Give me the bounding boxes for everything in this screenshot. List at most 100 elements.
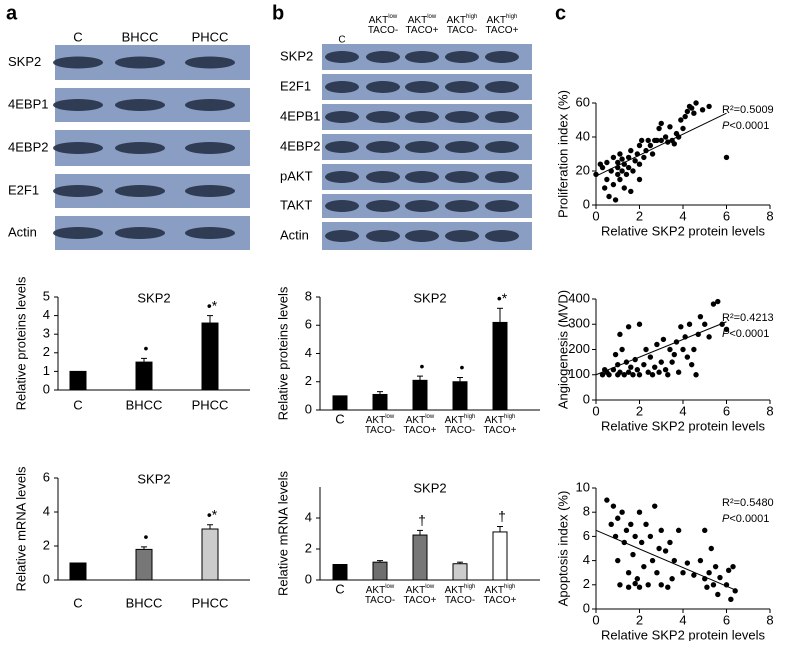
label-part: AKT: [406, 585, 425, 596]
label-part: TACO-: [445, 595, 475, 606]
data-point: [634, 576, 641, 582]
x-axis-title: Relative SKP2 protein levels: [601, 418, 766, 433]
fit-line: [595, 321, 727, 376]
data-point: [625, 584, 632, 590]
y-tick-label: 4: [305, 345, 312, 360]
y-tick-label: 4: [43, 503, 50, 518]
data-point: [630, 372, 636, 378]
label-part: AKT: [369, 15, 388, 26]
y-tick-label: 2: [43, 344, 50, 359]
data-point: [671, 557, 677, 564]
blot-band: [445, 200, 479, 212]
blot-band: [485, 141, 519, 153]
data-point: [632, 580, 638, 587]
data-point: [617, 151, 623, 157]
data-point: [612, 197, 619, 203]
x-tick-label: BHCC: [126, 397, 163, 412]
blot-band: [485, 81, 519, 93]
data-point: [617, 176, 623, 183]
y-axis-title: Relative proteins levels: [13, 276, 28, 410]
y-tick-label: 60: [576, 94, 590, 109]
data-point: [597, 161, 604, 167]
data-point: [686, 321, 693, 327]
data-point: [645, 582, 651, 588]
data-point: [658, 359, 664, 365]
data-point: [689, 361, 695, 368]
bar: [412, 379, 428, 411]
data-point: [641, 154, 647, 161]
data-point: [636, 584, 643, 590]
panel-label: b: [272, 2, 284, 24]
data-point: [628, 188, 634, 195]
bar: [69, 370, 87, 391]
data-point: [643, 147, 649, 154]
data-point: [625, 154, 632, 161]
blot-band: [185, 56, 235, 69]
chart-title: SKP2: [137, 471, 170, 486]
data-point: [669, 576, 675, 582]
x-tick-label: 4: [679, 208, 686, 223]
blot-band: [366, 111, 400, 123]
data-point: [636, 161, 643, 167]
x-tick-label: AKThigh TACO-: [445, 584, 476, 606]
data-point: [693, 100, 699, 106]
data-point: [649, 372, 656, 378]
y-tick-label: 6: [43, 469, 50, 484]
label-part: TACO+: [484, 595, 517, 606]
x-axis-title: Relative SKP2 protein levels: [601, 223, 766, 238]
label-part: AKT: [408, 15, 427, 26]
data-point: [706, 570, 712, 576]
y-axis-title: Apoptosis index (%): [555, 491, 570, 607]
y-tick-label: 2: [43, 537, 50, 552]
data-point: [712, 563, 719, 570]
data-point: [723, 154, 730, 161]
y-tick-label: 100: [568, 366, 590, 381]
lane-label: C: [73, 29, 82, 44]
data-point: [647, 354, 654, 360]
data-point: [671, 351, 677, 358]
data-point: [647, 533, 654, 540]
data-point: [638, 539, 645, 546]
x-tick-label: 6: [723, 403, 730, 418]
data-point: [702, 527, 708, 534]
label-sup: low: [388, 14, 398, 20]
data-point: [665, 584, 671, 590]
chart-title: SKP2: [413, 480, 446, 495]
label-part: TACO-: [365, 425, 395, 436]
data-point: [608, 521, 614, 527]
p-rest: <0.0001: [729, 120, 769, 132]
blot-band: [115, 142, 165, 154]
x-tick-label: 2: [636, 208, 643, 223]
data-point: [628, 364, 634, 370]
bar: [201, 322, 219, 391]
bar: [372, 561, 388, 581]
label-part: TACO-: [368, 25, 398, 36]
data-point: [684, 560, 691, 566]
blot-band: [325, 230, 359, 242]
row-label: 4EPB1: [280, 108, 320, 123]
blot-band: [405, 111, 439, 123]
label-sup: high: [504, 584, 515, 590]
data-point: [617, 369, 623, 375]
data-point: [667, 346, 673, 353]
lane-label: C: [338, 35, 345, 46]
label-part: AKT: [487, 15, 506, 26]
label-sup: low: [425, 414, 435, 420]
bar: [135, 361, 153, 391]
y-tick-label: 0: [305, 401, 312, 416]
data-point: [630, 551, 636, 558]
data-point: [730, 563, 736, 570]
data-point: [682, 113, 688, 120]
data-point: [728, 596, 734, 603]
y-tick-label: 0: [583, 196, 590, 211]
y-tick-label: 1: [43, 363, 50, 378]
data-point: [725, 567, 732, 573]
data-point: [680, 570, 686, 576]
data-point: [643, 346, 649, 353]
y-tick-label: 0: [583, 391, 590, 406]
data-point: [593, 171, 599, 178]
data-point: [691, 572, 697, 578]
data-point: [715, 591, 721, 598]
lane-label: AKThigh TACO-: [447, 14, 478, 36]
label-part: TACO+: [406, 25, 439, 36]
